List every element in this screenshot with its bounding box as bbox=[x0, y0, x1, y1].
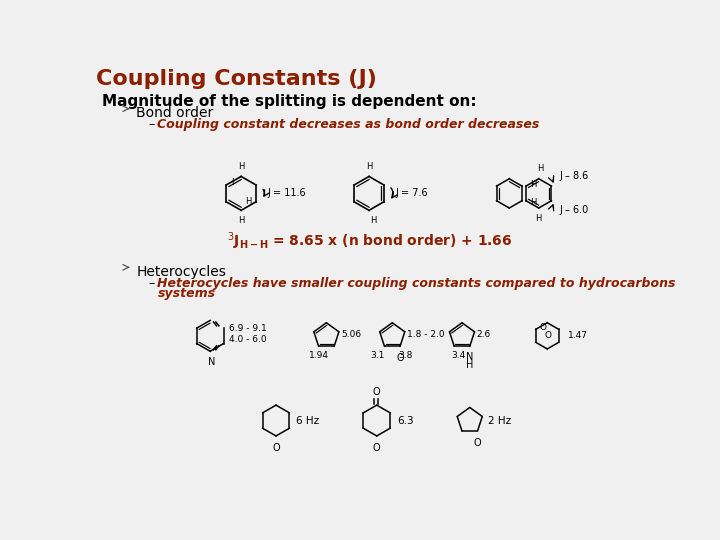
Text: 6 Hz: 6 Hz bbox=[296, 416, 319, 426]
Text: J – 8.6: J – 8.6 bbox=[559, 172, 589, 181]
Text: –: – bbox=[148, 278, 154, 291]
Text: H: H bbox=[238, 215, 244, 225]
Text: Heterocycles: Heterocycles bbox=[137, 265, 226, 279]
Text: I: I bbox=[231, 178, 233, 187]
Text: J – 6.0: J – 6.0 bbox=[559, 205, 589, 215]
Text: 3.8: 3.8 bbox=[398, 350, 413, 360]
Text: H: H bbox=[536, 214, 542, 223]
Text: H: H bbox=[371, 217, 377, 226]
Text: 2 Hz: 2 Hz bbox=[487, 416, 510, 426]
Text: Coupling Constants (J): Coupling Constants (J) bbox=[96, 69, 377, 89]
Text: Magnitude of the splitting is dependent on:: Magnitude of the splitting is dependent … bbox=[102, 94, 476, 109]
Text: 3.1: 3.1 bbox=[370, 350, 384, 360]
Text: J = 7.6: J = 7.6 bbox=[395, 188, 428, 198]
Text: O: O bbox=[544, 332, 551, 340]
Text: 5.06: 5.06 bbox=[341, 330, 361, 339]
Text: H: H bbox=[245, 197, 251, 206]
Text: O: O bbox=[396, 353, 404, 362]
Text: 1.8 - 2.0: 1.8 - 2.0 bbox=[407, 330, 445, 339]
Text: 4.0 - 6.0: 4.0 - 6.0 bbox=[229, 335, 266, 344]
Text: 2.6: 2.6 bbox=[477, 330, 491, 339]
Text: –: – bbox=[148, 118, 154, 131]
Text: $^3$J$_{\mathregular{H-H}}$ = 8.65 x (n bond order) + 1.66: $^3$J$_{\mathregular{H-H}}$ = 8.65 x (n … bbox=[227, 231, 511, 252]
Text: 6.3: 6.3 bbox=[397, 416, 413, 426]
Text: O: O bbox=[373, 443, 381, 453]
Text: Coupling constant decreases as bond order decreases: Coupling constant decreases as bond orde… bbox=[158, 118, 540, 131]
Text: H: H bbox=[531, 198, 537, 207]
Text: H: H bbox=[466, 360, 474, 369]
Text: J = 11.6: J = 11.6 bbox=[267, 188, 306, 198]
Text: O: O bbox=[272, 443, 280, 453]
Text: N: N bbox=[466, 352, 474, 362]
Text: systems: systems bbox=[158, 287, 215, 300]
Text: H: H bbox=[537, 164, 544, 173]
Text: O: O bbox=[540, 323, 546, 332]
Text: Bond order: Bond order bbox=[137, 106, 214, 120]
Text: H: H bbox=[366, 162, 372, 171]
Text: H: H bbox=[238, 162, 244, 171]
Text: 3.4: 3.4 bbox=[451, 350, 466, 360]
Text: H: H bbox=[531, 180, 537, 189]
Text: 1.47: 1.47 bbox=[568, 332, 588, 340]
Text: 6.9 - 9.1: 6.9 - 9.1 bbox=[229, 325, 266, 333]
Text: O: O bbox=[474, 438, 481, 448]
Text: Heterocycles have smaller coupling constants compared to hydrocarbons: Heterocycles have smaller coupling const… bbox=[158, 278, 676, 291]
Text: 1.94: 1.94 bbox=[309, 350, 328, 360]
Text: N: N bbox=[208, 356, 215, 367]
Text: O: O bbox=[373, 387, 381, 397]
